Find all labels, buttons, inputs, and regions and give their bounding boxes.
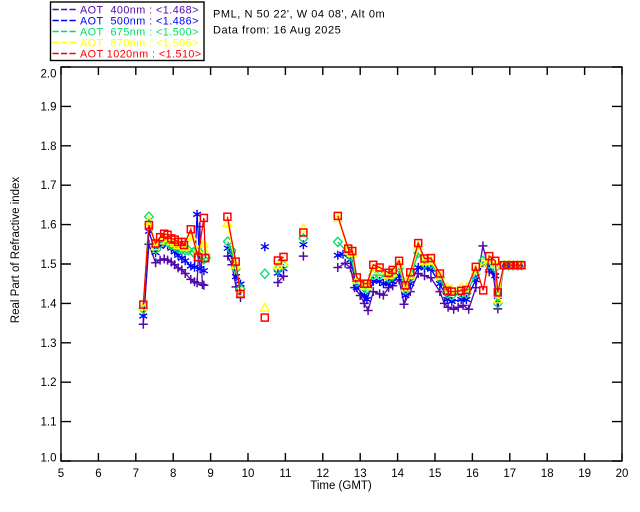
svg-text:Time (GMT): Time (GMT) <box>310 480 372 492</box>
svg-text:PML, N 50 22', W 04 08', Alt 0: PML, N 50 22', W 04 08', Alt 0m <box>213 9 385 21</box>
svg-text:1.3: 1.3 <box>41 338 57 350</box>
svg-text:8: 8 <box>170 468 176 480</box>
svg-text:1.5: 1.5 <box>41 259 57 271</box>
svg-text:12: 12 <box>316 468 329 480</box>
svg-text:9: 9 <box>207 468 213 480</box>
svg-text:2.0: 2.0 <box>41 69 57 81</box>
svg-text:Data from: 16 Aug 2025: Data from: 16 Aug 2025 <box>213 25 341 37</box>
svg-text:18: 18 <box>541 468 554 480</box>
svg-text:AOT 870nm : <1.505>: AOT 870nm : <1.505> <box>80 37 199 49</box>
svg-text:AOT 400nm : <1.468>: AOT 400nm : <1.468> <box>80 4 199 16</box>
svg-text:AOT 1020nm : <1.510>: AOT 1020nm : <1.510> <box>80 48 202 60</box>
svg-text:1.9: 1.9 <box>41 101 57 113</box>
svg-text:15: 15 <box>429 468 442 480</box>
svg-text:1.6: 1.6 <box>41 220 57 232</box>
svg-text:10: 10 <box>242 468 255 480</box>
svg-text:19: 19 <box>578 468 591 480</box>
svg-text:13: 13 <box>354 468 367 480</box>
svg-text:1.0: 1.0 <box>41 453 57 465</box>
svg-text:AOT 500nm : <1.486>: AOT 500nm : <1.486> <box>80 15 199 27</box>
svg-text:1.4: 1.4 <box>41 298 58 310</box>
svg-text:1.2: 1.2 <box>41 377 57 389</box>
svg-text:1.7: 1.7 <box>41 180 57 192</box>
svg-text:17: 17 <box>503 468 516 480</box>
svg-text:1.1: 1.1 <box>41 417 57 429</box>
svg-text:16: 16 <box>466 468 479 480</box>
svg-text:20: 20 <box>616 468 629 480</box>
svg-text:6: 6 <box>95 468 101 480</box>
svg-text:5: 5 <box>58 468 64 480</box>
svg-text:11: 11 <box>279 468 291 480</box>
svg-text:Real Part of Refractive index: Real Part of Refractive index <box>10 177 22 324</box>
svg-text:AOT 675nm : <1.500>: AOT 675nm : <1.500> <box>80 26 199 38</box>
svg-text:1.8: 1.8 <box>41 141 57 153</box>
svg-text:14: 14 <box>391 468 404 480</box>
svg-text:7: 7 <box>133 468 139 480</box>
